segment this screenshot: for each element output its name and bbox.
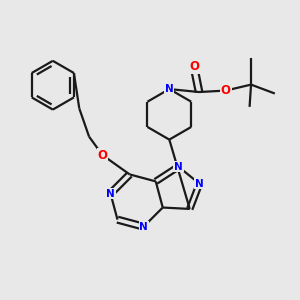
Text: N: N [139,222,148,232]
Text: O: O [98,148,107,162]
Text: N: N [195,179,204,189]
Text: N: N [165,84,174,94]
Text: N: N [106,188,115,199]
Text: O: O [189,60,199,73]
Text: O: O [221,84,231,97]
Text: N: N [174,162,183,172]
